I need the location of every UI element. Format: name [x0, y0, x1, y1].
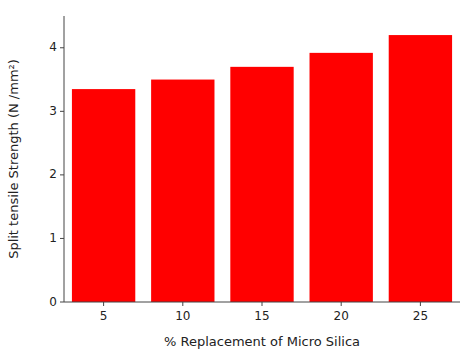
bar — [310, 53, 373, 302]
bar — [151, 80, 214, 302]
bar — [389, 35, 452, 302]
y-tick — [60, 238, 64, 239]
x-tick — [420, 302, 421, 306]
x-tick-label: 5 — [100, 309, 108, 323]
y-tick-label: 3 — [49, 104, 57, 118]
bars — [72, 35, 452, 302]
y-tick — [60, 174, 64, 175]
x-tick-label: 15 — [254, 309, 269, 323]
x-tick — [262, 302, 263, 306]
x-tick-label: 10 — [175, 309, 190, 323]
y-tick-label: 2 — [49, 167, 57, 181]
chart-container: 0 1 2 3 4 5 10 15 20 25 % Replacement of Micro Sil… — [0, 0, 474, 360]
y-tick — [60, 302, 64, 303]
x-tick-label: 20 — [334, 309, 349, 323]
y-axis-line — [64, 16, 65, 302]
y-tick — [60, 111, 64, 112]
x-tick-label: 25 — [413, 309, 428, 323]
x-tick — [103, 302, 104, 306]
chart-svg: 0 1 2 3 4 5 10 15 20 25 % Replacement of Micro Sil… — [0, 0, 474, 360]
bar — [230, 67, 293, 302]
x-tick — [182, 302, 183, 306]
axes: 0 1 2 3 4 5 10 15 20 25 — [49, 16, 460, 323]
y-tick-label: 4 — [49, 40, 57, 54]
x-axis-label: % Replacement of Micro Silica — [164, 334, 360, 349]
x-tick — [341, 302, 342, 306]
y-tick-label: 1 — [49, 231, 57, 245]
bar — [72, 89, 135, 302]
y-tick — [60, 47, 64, 48]
y-axis-label: Split tensile Strength (N /mm²) — [6, 59, 21, 259]
y-tick-label: 0 — [49, 295, 57, 309]
